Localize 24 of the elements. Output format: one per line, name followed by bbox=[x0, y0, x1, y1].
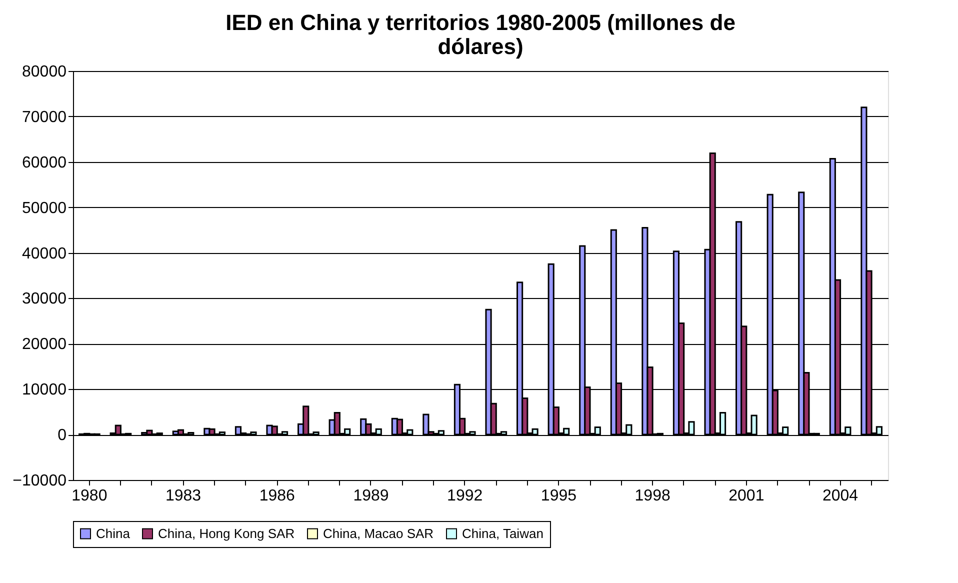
y-tick-label: 30000 bbox=[22, 290, 67, 308]
y-tick-label: 20000 bbox=[22, 336, 67, 354]
legend-label: China, Taiwan bbox=[462, 526, 544, 541]
x-tick-label: 2001 bbox=[728, 488, 764, 504]
y-tick-label: 50000 bbox=[22, 200, 67, 217]
x-tick-label: 1989 bbox=[353, 488, 389, 504]
y-tick-label: 0 bbox=[58, 427, 67, 444]
x-tick-label: 1986 bbox=[259, 488, 296, 504]
y-tick-label: 70000 bbox=[22, 108, 67, 126]
x-tick-label: 1992 bbox=[447, 488, 483, 504]
x-tick-label: 2004 bbox=[822, 488, 858, 504]
y-tick-label: −10000 bbox=[12, 472, 67, 490]
legend-label: China, Hong Kong SAR bbox=[158, 526, 295, 541]
legend-label: China bbox=[96, 526, 131, 541]
y-tick-label: 10000 bbox=[22, 382, 67, 399]
chart-title: IED en China y territorios 1980-2005 (millones de dólares) bbox=[226, 10, 736, 59]
y-tick-label: 60000 bbox=[22, 154, 67, 172]
y-tick-label: 40000 bbox=[22, 245, 67, 262]
legend-label: China, Macao SAR bbox=[323, 526, 434, 541]
x-tick-label: 1995 bbox=[540, 488, 577, 504]
x-tick-label: 1998 bbox=[634, 488, 670, 504]
x-tick-label: 1983 bbox=[165, 488, 202, 504]
x-tick-label: 1980 bbox=[72, 488, 108, 504]
y-tick-label: 80000 bbox=[22, 64, 67, 80]
